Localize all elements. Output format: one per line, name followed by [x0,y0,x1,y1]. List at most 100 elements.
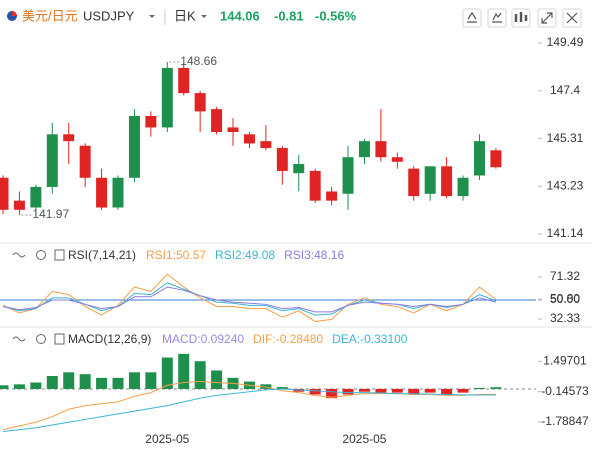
candle-body [490,150,502,168]
close-icon[interactable] [54,333,65,345]
macd-bar [441,388,453,395]
candle-body [63,134,75,142]
macd-bar [276,387,288,389]
macd-bar [63,372,75,389]
tool-button[interactable] [511,8,531,28]
dropdown-arrow[interactable] [201,15,207,18]
macd-bar [178,353,190,389]
macd-bar [145,372,157,389]
candle-body [408,168,420,197]
last-price: 144.06 [220,8,260,23]
macd-bar [13,384,25,389]
candle-body [13,200,25,210]
legend-item: MACD:0.09240 [162,332,244,346]
candle-body [473,141,485,176]
price-change: -0.81 [274,8,304,23]
candle-body [194,93,206,112]
symbol[interactable]: USDJPY [83,8,135,23]
candle-body [358,141,370,158]
y-tick-label: 50.00 [550,292,580,306]
pair-name[interactable]: 美元/日元 [22,8,78,23]
tool-icon [467,11,477,23]
candle-body [145,115,157,128]
y-tick-label: 141.14 [547,226,584,240]
tool-button[interactable] [462,8,482,28]
y-tick-label: -1.78847 [541,414,589,428]
y-tick-label: 147.4 [550,83,580,97]
candle-body [375,141,387,158]
y-tick-label: 1.49701 [543,353,587,367]
legend-item: DIF:-0.28480 [253,332,323,346]
x-tick-label: 2025-05 [145,432,189,446]
macd-bar [96,377,108,389]
macd-bar [211,370,223,389]
candle-body [178,67,190,94]
candle-body [79,145,91,178]
y-tick-label: -0.14573 [541,384,589,398]
macd-bar [79,374,91,389]
collapse-icon[interactable] [12,336,26,342]
candle-body [276,148,288,171]
macd-bar [194,361,206,389]
legend-item: DEA:-0.33100 [332,332,408,346]
annotation-label: 148.66 [180,54,217,68]
settings-icon[interactable] [36,334,46,344]
tool-icon [514,12,528,22]
macd-bar [128,372,140,389]
indicator-line [2,388,496,432]
candle-body [457,177,469,197]
macd-bar [391,388,403,393]
tool-button[interactable] [537,8,557,28]
candle-body [309,170,321,201]
candle-body [96,177,108,208]
macd-bar [473,388,485,390]
macd-bar [375,388,387,393]
x-tick-label: 2025-05 [342,432,386,446]
candle-body [293,164,305,174]
legend-item: RSI1:50.57 [146,248,206,262]
indicator-line [2,381,496,431]
candle-body [227,127,239,133]
flag-icon-part [12,11,17,16]
collapse-icon[interactable] [12,252,26,258]
tool-icon [541,12,553,24]
macd-bar [424,388,436,393]
macd-bar [326,388,338,399]
candle-body [0,177,9,210]
macd-bar [408,388,420,395]
pane-title: MACD(12,26,9) [68,332,151,346]
tool-icon [566,12,578,24]
y-tick-label: 145.31 [547,131,584,145]
indicator-line [2,286,497,313]
candle-body [30,186,42,208]
period[interactable]: 日K [174,8,196,23]
candle-body [46,134,58,187]
price-change-pct: -0.56% [315,8,357,23]
candle-body [391,157,403,162]
macd-bar [457,388,469,393]
y-tick-label: 143.23 [547,178,584,192]
candle-body [211,109,223,133]
tool-button[interactable] [487,8,507,28]
legend-item: RSI3:48.16 [284,248,344,262]
y-tick-label: 50.80 [550,291,580,305]
candle-body [342,157,354,194]
macd-bar [309,388,321,395]
candle-body [161,67,173,128]
dropdown-arrow[interactable] [149,15,155,18]
tool-button[interactable] [562,8,582,28]
macd-bar [161,357,173,389]
indicator-line [2,273,497,323]
candle-body [441,166,453,197]
settings-icon[interactable] [36,250,46,260]
candle-body [243,134,255,144]
macd-bar [358,388,370,392]
macd-bar [46,376,58,389]
close-icon[interactable] [54,249,65,261]
candle-body [424,166,436,194]
pane-title: RSI(7,14,21) [68,248,136,262]
candle-body [326,191,338,201]
y-tick-label: 149.49 [547,35,584,49]
